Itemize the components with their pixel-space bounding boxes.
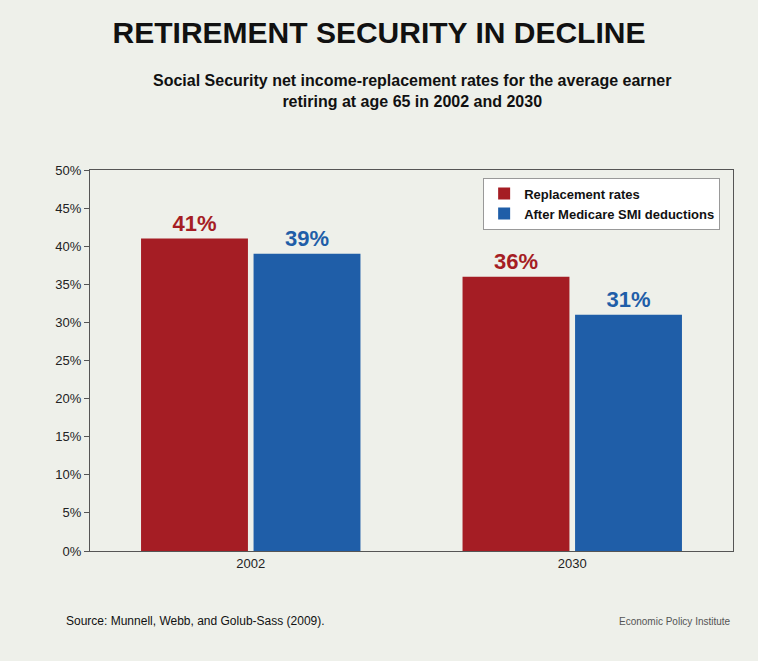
svg-text:45%: 45%: [55, 201, 81, 216]
svg-text:Replacement rates: Replacement rates: [524, 187, 640, 202]
svg-text:20%: 20%: [55, 391, 81, 406]
svg-text:35%: 35%: [55, 277, 81, 292]
svg-text:39%: 39%: [285, 226, 329, 251]
svg-text:10%: 10%: [55, 467, 81, 482]
svg-text:30%: 30%: [55, 315, 81, 330]
svg-text:41%: 41%: [172, 211, 216, 236]
svg-text:50%: 50%: [55, 163, 81, 178]
svg-text:36%: 36%: [494, 249, 538, 274]
svg-text:Social Security net income-rep: Social Security net income-replacement r…: [153, 72, 671, 110]
svg-text:40%: 40%: [55, 239, 81, 254]
svg-text:2030: 2030: [558, 556, 587, 571]
svg-text:Economic Policy Institute: Economic Policy Institute: [619, 616, 731, 627]
svg-text:25%: 25%: [55, 353, 81, 368]
svg-text:After Medicare SMI deductions: After Medicare SMI deductions: [524, 207, 714, 222]
svg-text:Source: Munnell, Webb, and Gol: Source: Munnell, Webb, and Golub-Sass (2…: [66, 614, 325, 628]
svg-text:15%: 15%: [55, 429, 81, 444]
svg-text:5%: 5%: [63, 505, 82, 520]
svg-text:2002: 2002: [236, 556, 265, 571]
svg-text:RETIREMENT SECURITY IN DECLINE: RETIREMENT SECURITY IN DECLINE: [113, 16, 646, 49]
svg-text:31%: 31%: [606, 287, 650, 312]
svg-text:0%: 0%: [63, 544, 82, 559]
